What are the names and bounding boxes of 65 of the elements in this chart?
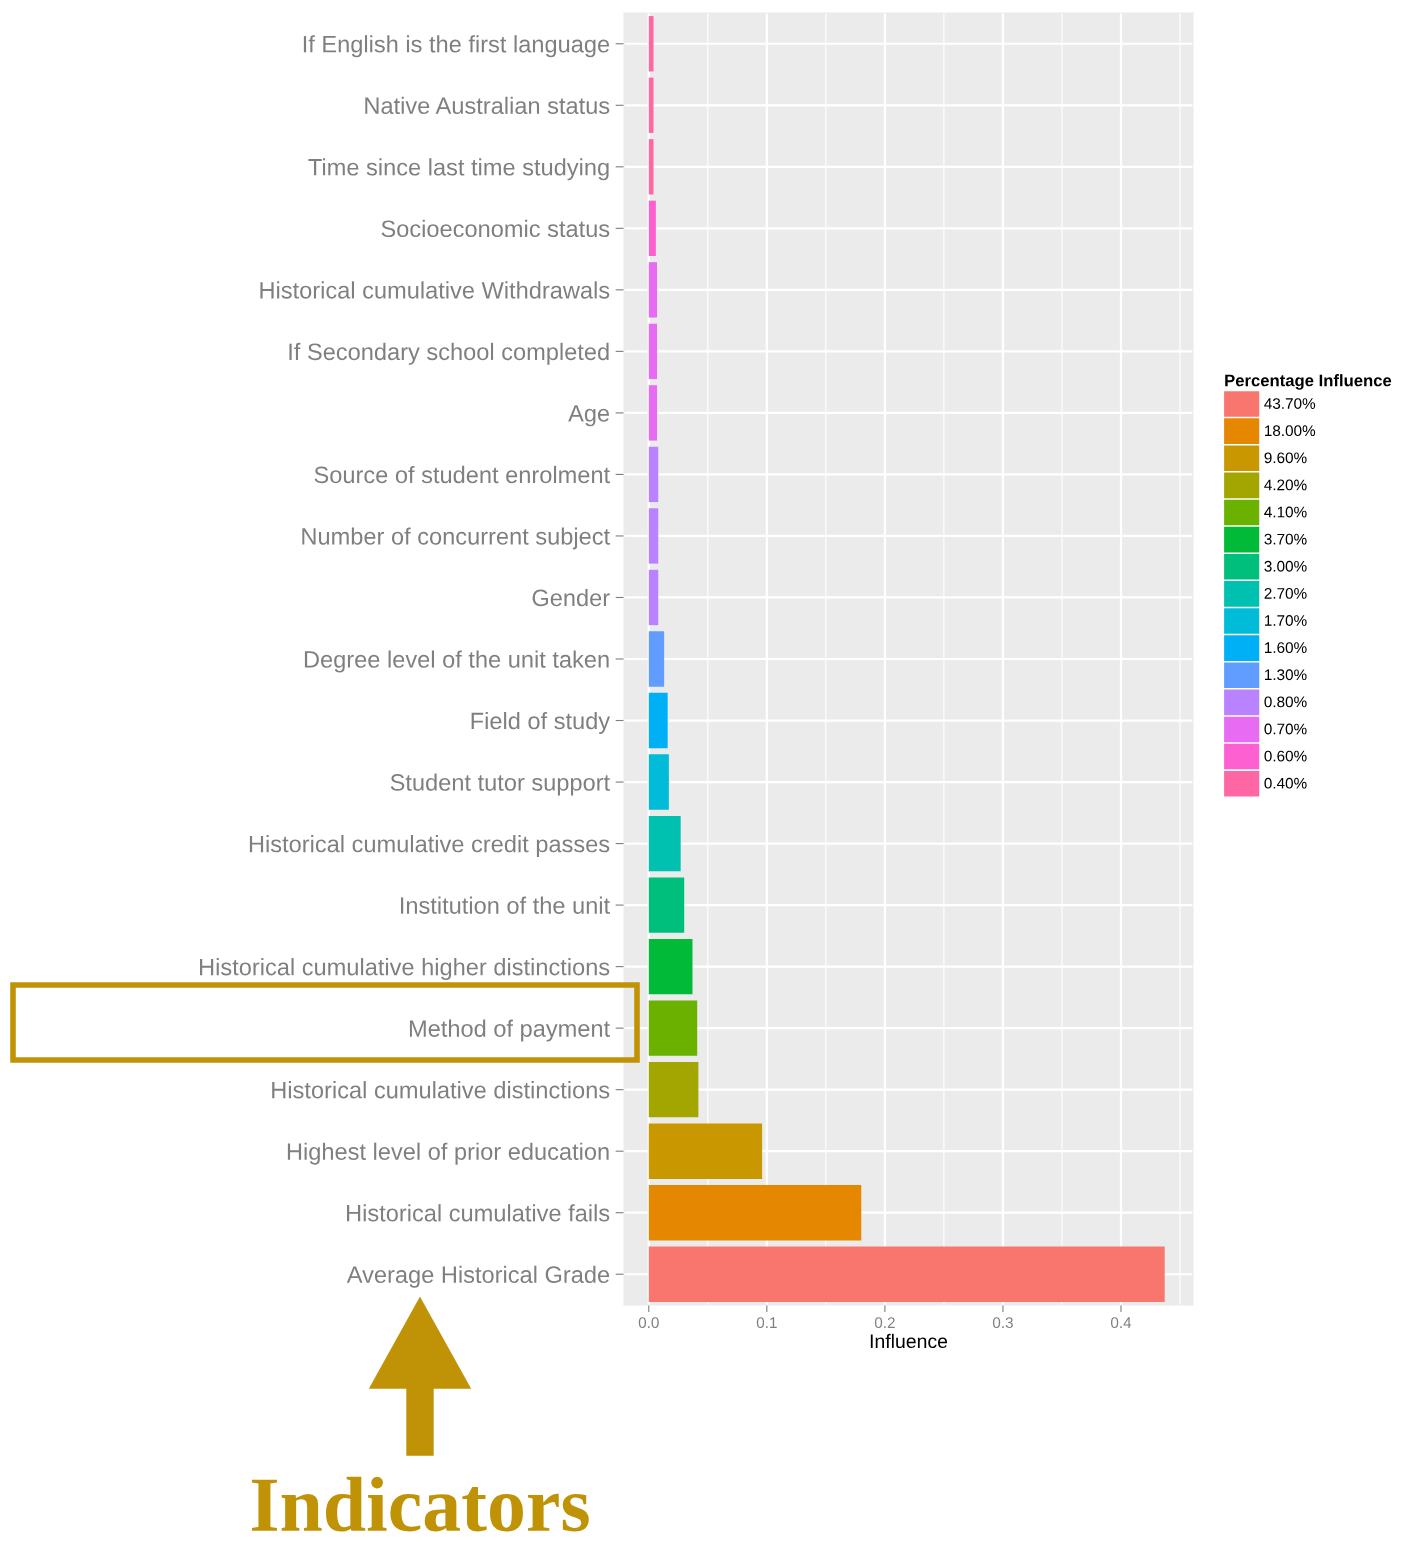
y-tick-label: Socioeconomic status — [381, 219, 610, 238]
legend-label: 4.10% — [1264, 506, 1307, 518]
y-tick-label: Historical cumulative Withdrawals — [260, 281, 610, 299]
legend-label: 0.60% — [1264, 750, 1307, 762]
bar — [648, 1246, 1165, 1302]
bar — [648, 1061, 699, 1118]
bar — [648, 446, 659, 503]
bar — [648, 1123, 763, 1179]
bar — [648, 1185, 862, 1241]
bar — [648, 323, 658, 380]
bar — [648, 508, 659, 564]
x-tick-label: 0.2 — [874, 1317, 895, 1329]
legend-label: 2.70% — [1264, 587, 1307, 599]
bar — [648, 938, 693, 995]
y-tick-label: Highest level of prior education — [287, 1142, 609, 1165]
legend-label: 43.70% — [1264, 398, 1316, 409]
bar — [648, 262, 658, 318]
x-tick-label: 0.0 — [638, 1317, 659, 1329]
y-tick-label: Historical cumulative distinctions — [272, 1081, 610, 1099]
legend-label: 3.00% — [1264, 560, 1307, 572]
y-tick-label: Student tutor support — [390, 773, 610, 796]
bar — [648, 815, 681, 872]
legend-label: 4.20% — [1264, 479, 1307, 491]
y-tick-label: Gender — [532, 588, 610, 607]
legend-title: Percentage Influence — [1225, 374, 1392, 390]
y-tick-label: Institution of the unit — [400, 896, 610, 914]
y-tick-label: Method of payment — [409, 1019, 610, 1042]
bar — [648, 631, 665, 687]
legend-label: 9.60% — [1264, 452, 1307, 464]
y-tick-label: If English is the first language — [303, 35, 610, 58]
y-tick-label: Historical cumulative credit passes — [249, 835, 610, 858]
x-tick-label: 0.4 — [1110, 1317, 1132, 1329]
y-tick-label: Historical cumulative fails — [347, 1204, 610, 1222]
legend-label: 1.70% — [1265, 615, 1307, 626]
bar — [648, 754, 669, 810]
x-tick-label: 0.3 — [992, 1317, 1013, 1329]
legend-label: 0.80% — [1264, 696, 1307, 708]
y-tick-label: Native Australian status — [365, 96, 610, 115]
y-tick-label: Average Historical Grade — [346, 1265, 610, 1288]
legend-label: 0.40% — [1264, 777, 1307, 789]
y-tick-label: Historical cumulative higher distinctions — [200, 958, 610, 981]
y-tick-label: Source of student enrolment — [314, 465, 610, 484]
bar — [648, 569, 659, 626]
legend-label: 1.30% — [1265, 669, 1307, 681]
x-axis-title: Influence — [870, 1333, 948, 1349]
legend-label: 1.60% — [1265, 642, 1307, 654]
bar — [648, 877, 685, 933]
bar — [648, 77, 654, 133]
legend-label: 0.70% — [1264, 723, 1307, 735]
legend-label: 18.00% — [1265, 425, 1316, 437]
y-tick-label: Age — [568, 405, 610, 427]
bar — [648, 1000, 698, 1056]
bar — [648, 385, 658, 441]
text: Indicators — [251, 1476, 589, 1532]
x-tick-label: 0.1 — [756, 1317, 777, 1329]
y-tick-label: If Secondary school completed — [289, 342, 609, 365]
legend-label: 3.70% — [1264, 533, 1307, 545]
bar — [648, 200, 656, 257]
y-tick-label: Degree level of the unit taken — [304, 650, 609, 673]
y-tick-label: Number of concurrent subject — [302, 527, 610, 550]
y-tick-label: Time since last time studying — [308, 158, 609, 181]
bar — [648, 692, 668, 749]
bar — [648, 139, 654, 195]
bar — [648, 16, 654, 72]
y-tick-label: Field of study — [471, 711, 611, 734]
